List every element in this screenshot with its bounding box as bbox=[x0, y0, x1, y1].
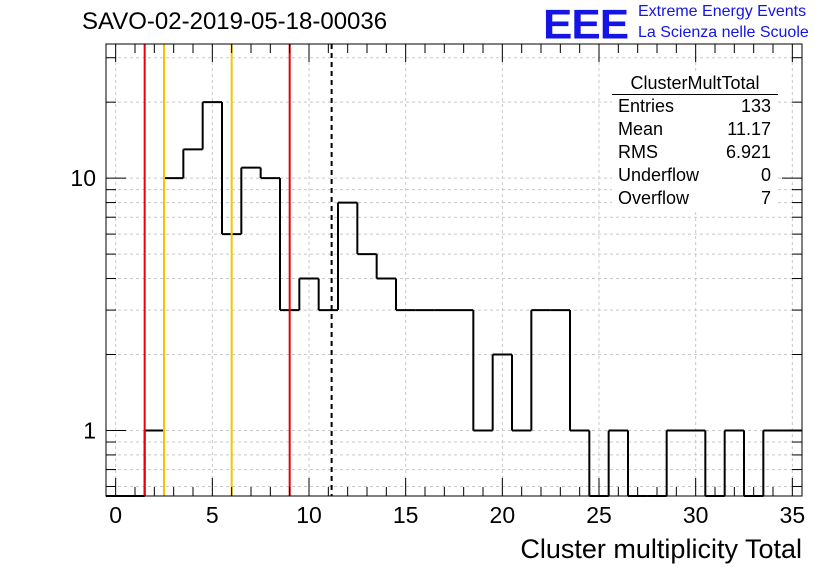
eee-logo: EEE bbox=[543, 1, 629, 48]
stats-value: 0 bbox=[760, 165, 771, 185]
stats-title: ClusterMultTotal bbox=[612, 72, 778, 95]
stats-label: Underflow bbox=[618, 165, 700, 185]
tick-labels: 0 5 10 15 20 25 30 35 1 10 bbox=[70, 165, 805, 528]
stats-row-underflow: Underflow 0 bbox=[612, 164, 778, 187]
x-tick-label: 25 bbox=[586, 502, 612, 528]
stats-value: 6.921 bbox=[725, 142, 771, 162]
stats-label: Overflow bbox=[618, 188, 690, 208]
plot-title: SAVO-02-2019-05-18-00036 bbox=[82, 8, 388, 35]
y-tick-label: 1 bbox=[83, 417, 96, 443]
stats-box: ClusterMultTotal Entries 133 Mean 11.17 … bbox=[612, 72, 778, 210]
stats-label: Mean bbox=[618, 119, 664, 139]
stats-row-rms: RMS 6.921 bbox=[612, 141, 778, 164]
marker-lines bbox=[143, 44, 333, 496]
stats-value: 11.17 bbox=[727, 119, 771, 139]
x-tick-label: 5 bbox=[206, 502, 219, 528]
x-tick-label: 15 bbox=[393, 502, 419, 528]
stats-row-entries: Entries 133 bbox=[612, 95, 778, 118]
x-tick-label: 35 bbox=[780, 502, 806, 528]
stats-value: 7 bbox=[760, 188, 771, 208]
stats-label: RMS bbox=[618, 142, 658, 162]
x-axis-label: Cluster multiplicity Total bbox=[520, 534, 802, 564]
x-tick-label: 30 bbox=[683, 502, 709, 528]
x-tick-label: 10 bbox=[296, 502, 322, 528]
logo-line-2: La Scienza nelle Scuole bbox=[638, 24, 809, 41]
stats-label: Entries bbox=[618, 96, 675, 116]
logo-line-1: Extreme Energy Events bbox=[638, 3, 807, 20]
stats-row-overflow: Overflow 7 bbox=[612, 187, 778, 210]
stats-row-mean: Mean 11.17 bbox=[612, 118, 778, 141]
y-tick-label: 10 bbox=[70, 165, 96, 191]
x-tick-label: 0 bbox=[109, 502, 122, 528]
x-tick-label: 20 bbox=[490, 502, 516, 528]
axis-ticks bbox=[106, 44, 802, 496]
plot-frame bbox=[105, 43, 803, 497]
stats-value: 133 bbox=[740, 96, 771, 116]
